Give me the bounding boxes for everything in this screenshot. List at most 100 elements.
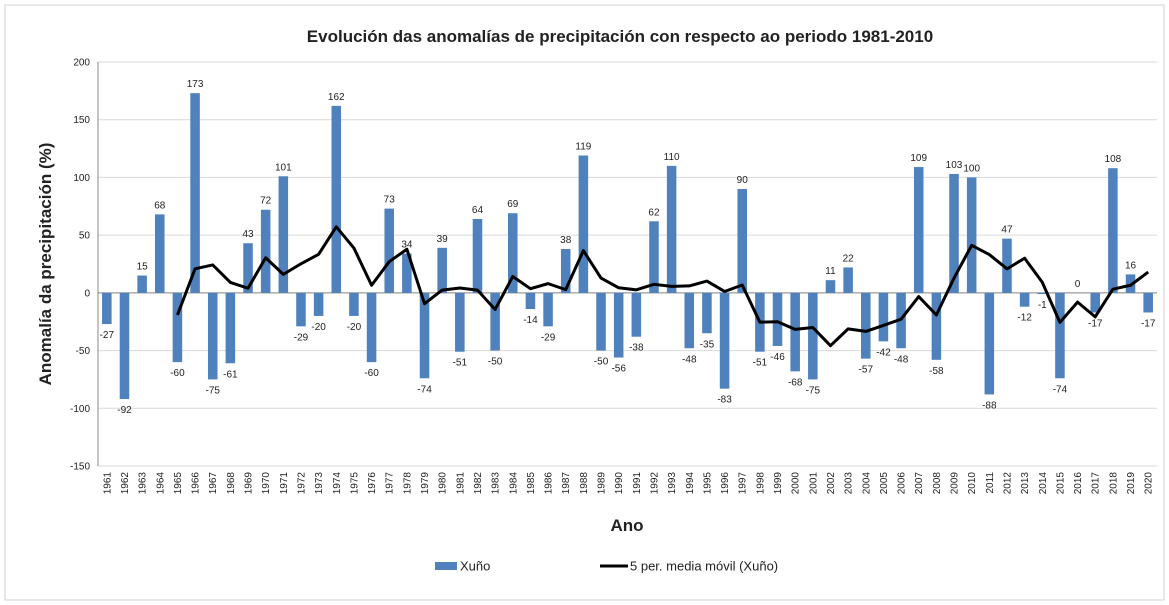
x-tick-label: 2014 bbox=[1038, 472, 1049, 495]
x-tick-label: 1979 bbox=[420, 472, 431, 495]
bar bbox=[102, 292, 112, 325]
bar bbox=[649, 221, 659, 293]
x-tick-label: 2013 bbox=[1020, 472, 1031, 495]
data-label: -29 bbox=[541, 332, 556, 343]
bar bbox=[666, 165, 677, 293]
data-label: 73 bbox=[384, 195, 396, 206]
x-tick-label: 1965 bbox=[173, 472, 184, 495]
bar bbox=[825, 280, 836, 293]
data-label: 16 bbox=[1125, 260, 1137, 271]
bar bbox=[878, 292, 889, 342]
x-tick-label: 1968 bbox=[226, 472, 237, 495]
x-tick-label: 1988 bbox=[579, 472, 590, 495]
data-label: -1 bbox=[1038, 300, 1047, 311]
bar bbox=[137, 275, 147, 293]
chart-title: Evolución das anomalías de precipitación… bbox=[307, 27, 933, 46]
x-tick-label: 2004 bbox=[861, 472, 872, 495]
data-label: 64 bbox=[472, 205, 484, 216]
bar bbox=[243, 243, 253, 293]
bar bbox=[437, 247, 447, 293]
data-label: -88 bbox=[982, 400, 997, 411]
x-tick-label: 2010 bbox=[967, 472, 978, 495]
data-label: 108 bbox=[1105, 154, 1122, 165]
legend-swatch bbox=[435, 562, 457, 570]
x-tick-label: 1975 bbox=[349, 472, 360, 495]
bar bbox=[684, 292, 695, 349]
data-label: -51 bbox=[453, 358, 468, 369]
bar bbox=[402, 253, 412, 293]
data-label: 22 bbox=[843, 253, 855, 264]
data-label: 173 bbox=[187, 79, 204, 90]
data-label: 162 bbox=[328, 92, 345, 103]
x-tick-label: 1985 bbox=[526, 472, 537, 495]
data-label: -48 bbox=[894, 354, 909, 365]
bar bbox=[560, 248, 571, 293]
x-tick-label: 2008 bbox=[932, 472, 943, 495]
y-tick-label: 0 bbox=[84, 288, 90, 299]
bar bbox=[1002, 238, 1012, 293]
y-tick-label: 200 bbox=[73, 58, 90, 69]
data-label: -20 bbox=[311, 322, 326, 333]
bar bbox=[190, 93, 200, 293]
data-label: 15 bbox=[137, 262, 149, 273]
data-label: -38 bbox=[629, 343, 644, 354]
bar bbox=[843, 267, 853, 293]
x-tick-label: 2002 bbox=[826, 472, 837, 495]
x-tick-label: 1970 bbox=[261, 472, 272, 495]
x-tick-label: 2009 bbox=[950, 472, 961, 495]
x-tick-label: 1984 bbox=[508, 472, 519, 495]
x-tick-label: 2012 bbox=[1002, 472, 1013, 495]
x-tick-label: 1976 bbox=[367, 472, 378, 495]
x-tick-label: 1967 bbox=[208, 472, 219, 495]
data-label: 38 bbox=[560, 235, 572, 246]
bar bbox=[931, 292, 942, 360]
data-label: -12 bbox=[1017, 313, 1032, 324]
bar bbox=[808, 292, 818, 380]
data-label: 90 bbox=[737, 175, 749, 186]
data-label: -46 bbox=[770, 352, 785, 363]
x-tick-label: 1996 bbox=[720, 472, 731, 495]
bar bbox=[772, 292, 783, 346]
data-label: -61 bbox=[223, 369, 238, 380]
bar bbox=[1037, 292, 1048, 295]
bar bbox=[472, 218, 483, 293]
data-label: -74 bbox=[1053, 384, 1068, 395]
data-label: 69 bbox=[507, 199, 519, 210]
x-tick-label: 1962 bbox=[120, 472, 131, 495]
bar bbox=[490, 292, 500, 351]
bar bbox=[1090, 292, 1100, 313]
data-label: -58 bbox=[929, 366, 944, 377]
x-tick-label: 1999 bbox=[773, 472, 784, 495]
bar bbox=[949, 173, 959, 293]
bar bbox=[296, 292, 306, 327]
bar bbox=[172, 292, 183, 363]
x-tick-label: 1993 bbox=[667, 472, 678, 495]
x-tick-label: 1974 bbox=[332, 472, 343, 495]
x-tick-label: 1972 bbox=[296, 472, 307, 495]
x-tick-label: 1997 bbox=[738, 472, 749, 495]
bar bbox=[260, 209, 271, 293]
x-tick-label: 2016 bbox=[1073, 472, 1084, 495]
data-label: -50 bbox=[594, 357, 609, 368]
bar bbox=[1055, 292, 1065, 379]
data-label: -60 bbox=[364, 368, 379, 379]
bar bbox=[913, 167, 924, 293]
bar bbox=[613, 292, 624, 358]
data-label: -56 bbox=[611, 363, 626, 374]
x-tick-label: 1966 bbox=[191, 472, 202, 495]
x-tick-label: 1981 bbox=[455, 472, 466, 495]
data-label: 101 bbox=[275, 162, 292, 173]
bar bbox=[508, 213, 518, 293]
bar bbox=[119, 292, 130, 400]
x-tick-label: 1973 bbox=[314, 472, 325, 495]
data-label: 100 bbox=[963, 163, 980, 174]
x-tick-label: 1998 bbox=[755, 472, 766, 495]
x-tick-label: 2005 bbox=[879, 472, 890, 495]
x-tick-label: 2017 bbox=[1091, 472, 1102, 495]
data-label: 103 bbox=[946, 160, 963, 171]
bar bbox=[966, 177, 977, 293]
bar bbox=[419, 292, 430, 379]
bar bbox=[596, 292, 606, 351]
x-tick-label: 1992 bbox=[649, 472, 660, 495]
